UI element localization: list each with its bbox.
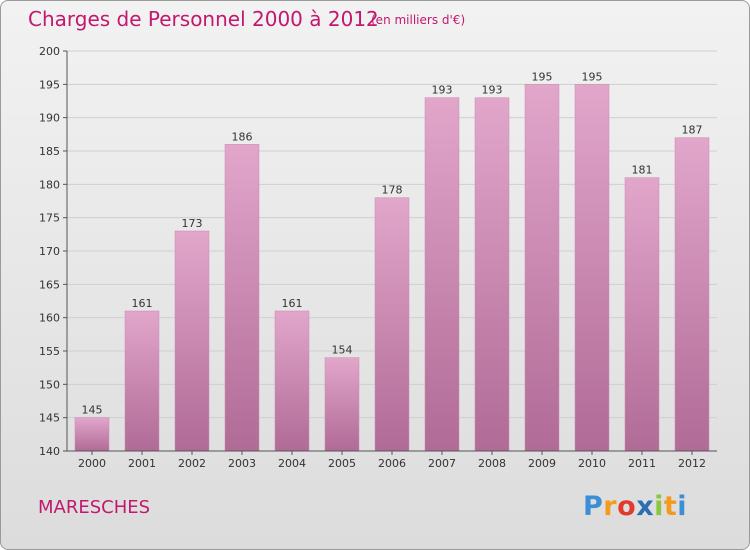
y-tick-label: 170 bbox=[39, 245, 60, 258]
x-tick-label-2003: 2003 bbox=[228, 457, 256, 470]
data-label-2004: 161 bbox=[282, 297, 303, 310]
bar-2001 bbox=[124, 310, 160, 452]
x-tick-label-2010: 2010 bbox=[578, 457, 606, 470]
labels: 1401451501551601651701751801851901952001… bbox=[39, 45, 706, 470]
axes bbox=[63, 50, 717, 455]
y-tick-label: 185 bbox=[39, 145, 60, 158]
x-tick-label-2008: 2008 bbox=[478, 457, 506, 470]
y-tick-label: 145 bbox=[39, 412, 60, 425]
chart-unit: (en milliers d'€) bbox=[371, 13, 466, 27]
bar-2008 bbox=[474, 97, 510, 452]
bar-2006 bbox=[374, 197, 410, 452]
data-label-2003: 186 bbox=[232, 130, 253, 143]
x-tick-label-2000: 2000 bbox=[78, 457, 106, 470]
x-tick-label-2011: 2011 bbox=[628, 457, 656, 470]
x-tick-label-2006: 2006 bbox=[378, 457, 406, 470]
bar-2010 bbox=[574, 84, 610, 452]
data-label-2008: 193 bbox=[482, 84, 503, 97]
y-tick-label: 155 bbox=[39, 345, 60, 358]
y-tick-label: 190 bbox=[39, 112, 60, 125]
y-tick-label: 200 bbox=[39, 45, 60, 58]
x-tick-label-2002: 2002 bbox=[178, 457, 206, 470]
y-tick-label: 175 bbox=[39, 212, 60, 225]
logo-letter: o bbox=[617, 491, 637, 522]
logo-letter: i bbox=[654, 491, 664, 522]
bar-2003 bbox=[224, 144, 260, 452]
bar-2011 bbox=[624, 177, 660, 452]
y-tick-label: 150 bbox=[39, 378, 60, 391]
bars bbox=[74, 84, 710, 452]
data-label-2010: 195 bbox=[582, 70, 603, 83]
x-tick-label-2001: 2001 bbox=[128, 457, 156, 470]
logo-letter: r bbox=[603, 491, 618, 522]
data-label-2000: 145 bbox=[82, 404, 103, 417]
bar-2005 bbox=[324, 357, 360, 452]
logo-letter: x bbox=[636, 491, 655, 522]
bar-2004 bbox=[274, 310, 310, 452]
data-label-2009: 195 bbox=[532, 70, 553, 83]
x-tick-label-2005: 2005 bbox=[328, 457, 356, 470]
commune-name: MARESCHES bbox=[38, 497, 151, 518]
y-tick-label: 180 bbox=[39, 178, 60, 191]
data-label-2005: 154 bbox=[332, 344, 353, 357]
logo-letter: P bbox=[583, 491, 604, 522]
logo-letter: i bbox=[677, 491, 688, 522]
bar-2002 bbox=[174, 230, 210, 452]
data-label-2002: 173 bbox=[182, 217, 203, 230]
chart-title: Charges de Personnel 2000 à 2012 bbox=[28, 7, 379, 31]
data-label-2001: 161 bbox=[132, 297, 153, 310]
bar-2000 bbox=[74, 417, 110, 452]
data-label-2006: 178 bbox=[382, 184, 403, 197]
y-tick-label: 160 bbox=[39, 312, 60, 325]
proxiti-logo: Proxiti bbox=[583, 491, 687, 522]
logo-letter: t bbox=[663, 491, 678, 522]
data-label-2007: 193 bbox=[432, 84, 453, 97]
x-tick-label-2007: 2007 bbox=[428, 457, 456, 470]
bar-2009 bbox=[524, 84, 560, 452]
x-tick-label-2009: 2009 bbox=[528, 457, 556, 470]
bar-2007 bbox=[424, 97, 460, 452]
y-tick-label: 195 bbox=[39, 78, 60, 91]
x-tick-label-2004: 2004 bbox=[278, 457, 306, 470]
data-label-2011: 181 bbox=[632, 164, 653, 177]
bar-2012 bbox=[674, 137, 710, 452]
y-tick-label: 140 bbox=[39, 445, 60, 458]
x-tick-label-2012: 2012 bbox=[678, 457, 706, 470]
y-tick-label: 165 bbox=[39, 278, 60, 291]
data-label-2012: 187 bbox=[682, 124, 703, 137]
